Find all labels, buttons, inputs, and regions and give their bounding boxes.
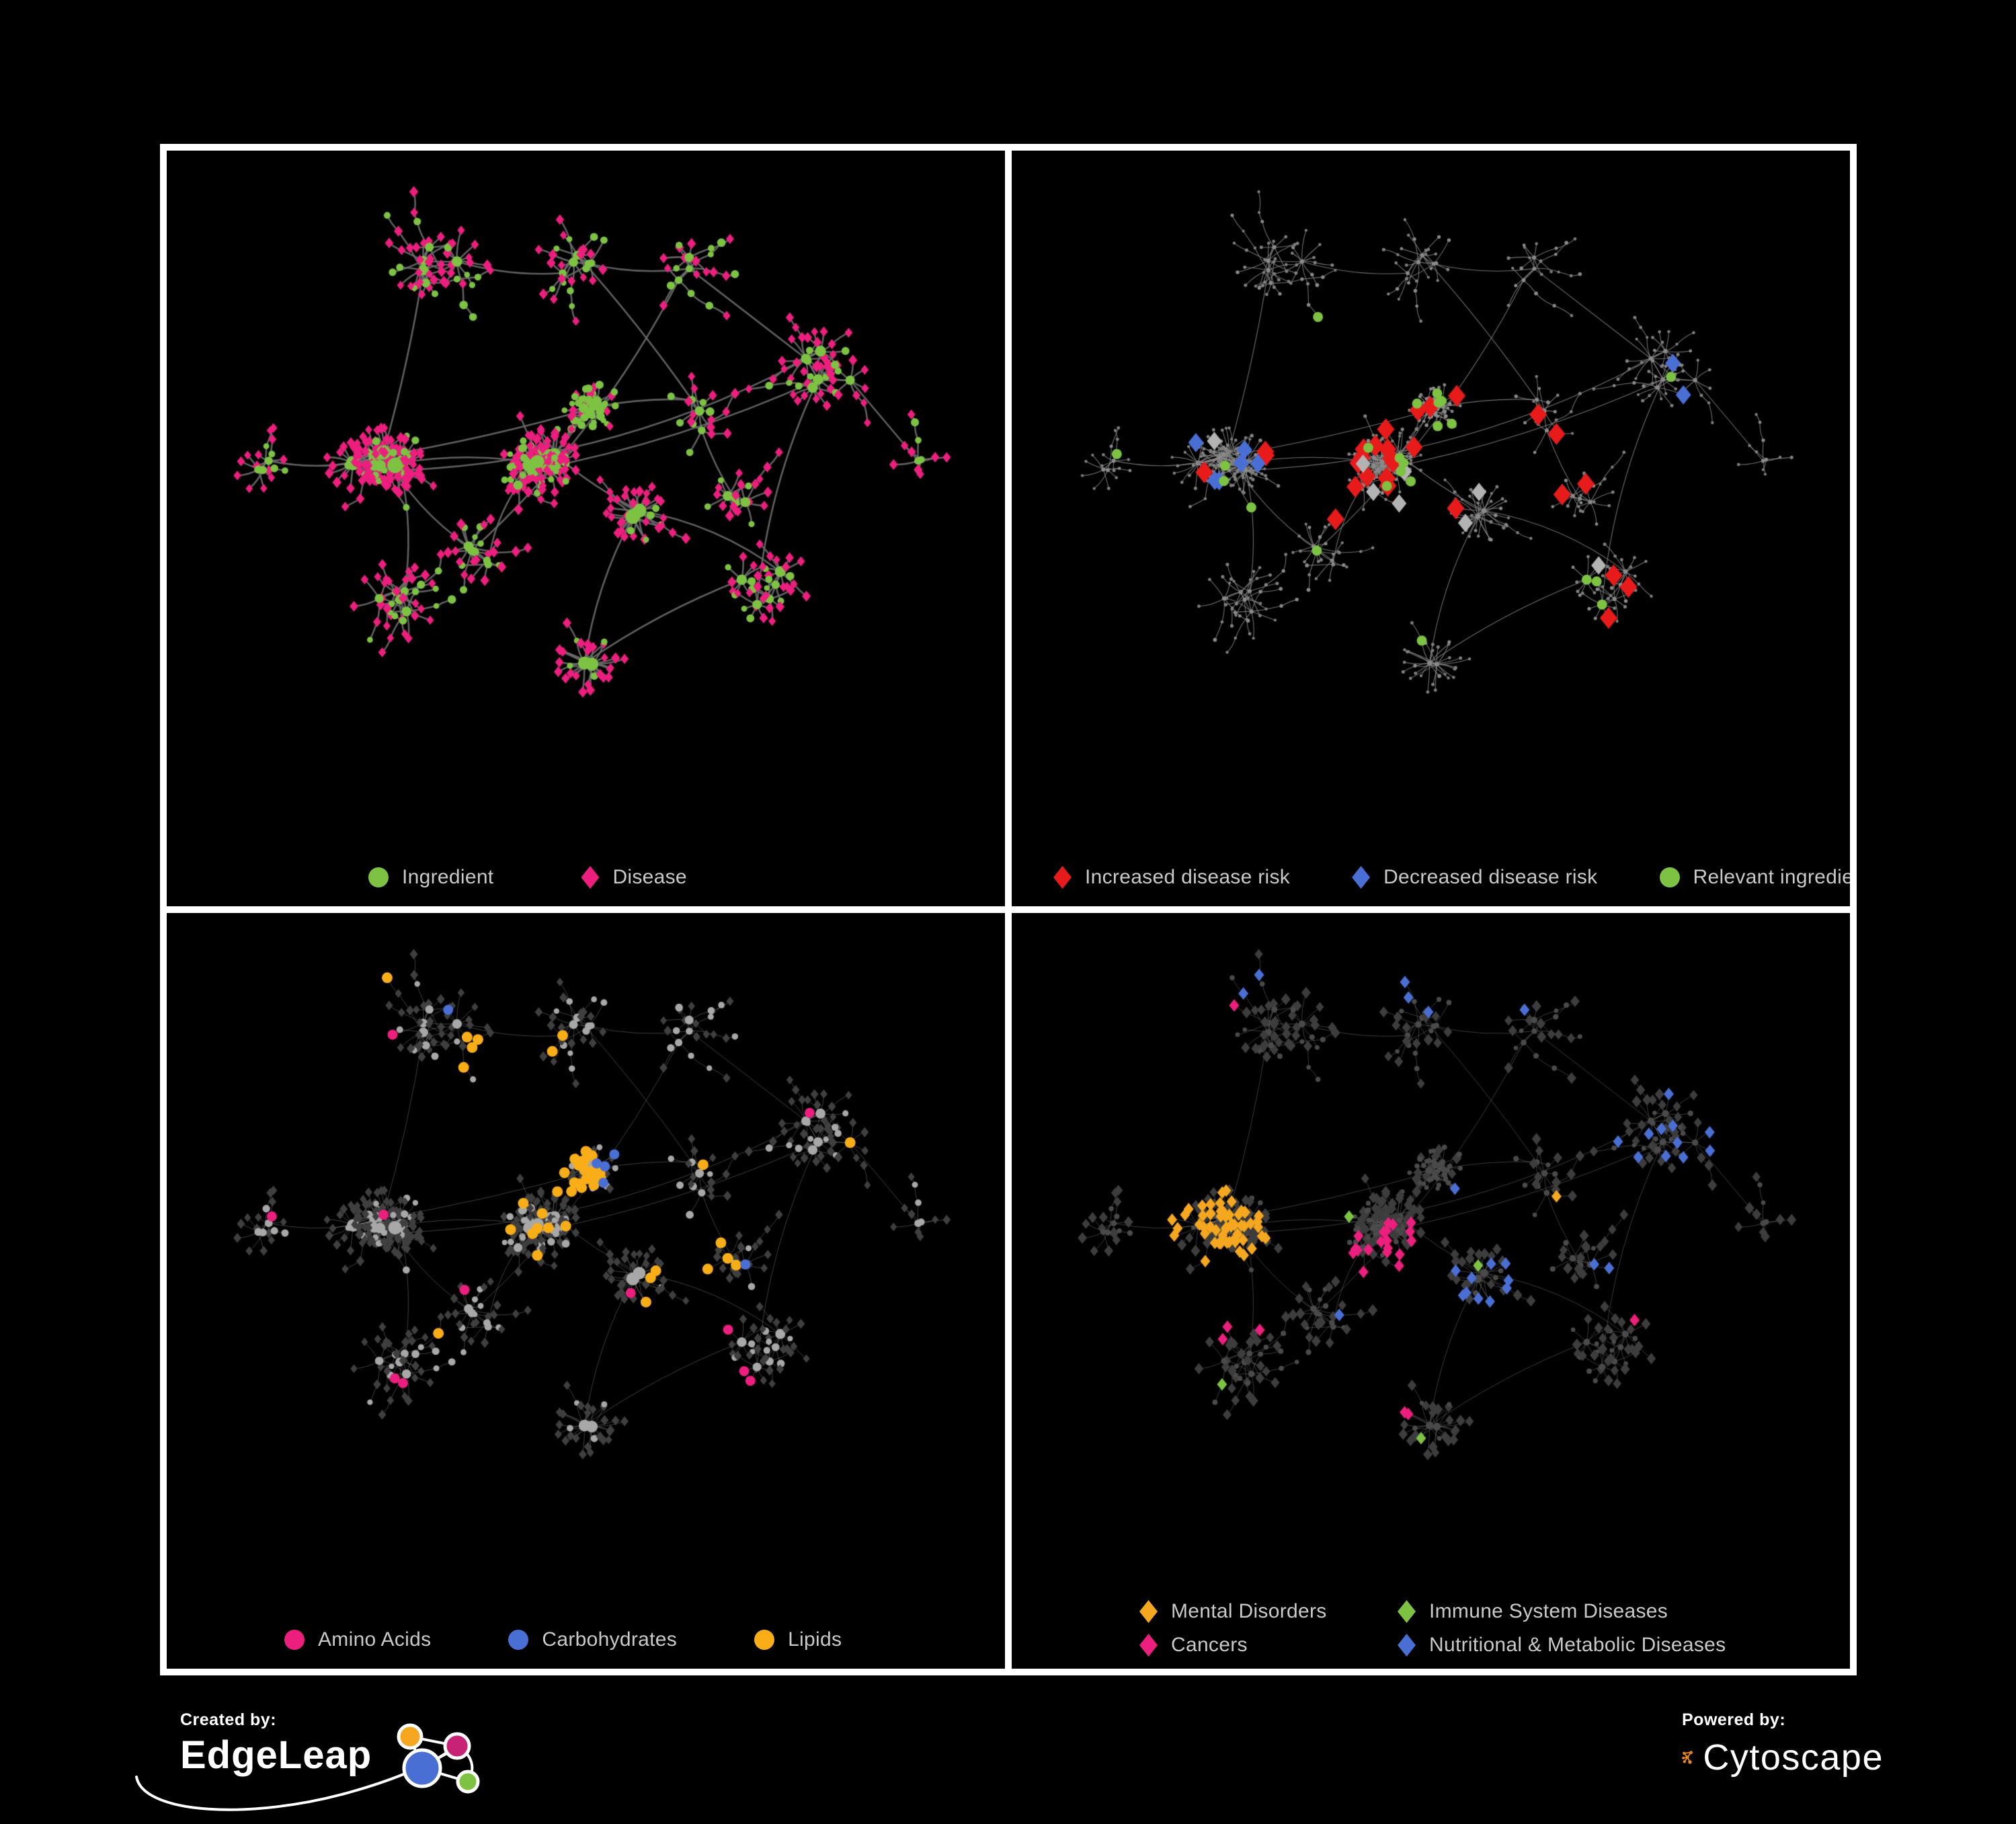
- legend-item: Increased disease risk: [1053, 866, 1290, 889]
- figure-grid: Ingredient Disease Increased disease ris…: [160, 144, 1857, 1675]
- panel-nutrient-classes: Amino Acids Carbohydrates Lipids: [167, 913, 1005, 1669]
- legend-item: Immune System Diseases: [1398, 1600, 1726, 1623]
- panel-ingredient-disease: Ingredient Disease: [167, 151, 1005, 906]
- carbohydrates-swatch-icon: [508, 1630, 529, 1650]
- legend-item: Mental Disorders: [1139, 1600, 1398, 1623]
- legend-label: Immune System Diseases: [1429, 1600, 1668, 1622]
- lipids-swatch-icon: [754, 1630, 775, 1650]
- decreased-risk-swatch-icon: [1352, 866, 1371, 889]
- cancers-swatch-icon: [1139, 1634, 1158, 1657]
- network-graph-disease-risk: [1012, 151, 1850, 906]
- amino-acids-swatch-icon: [284, 1630, 305, 1650]
- legend-item: Ingredient: [368, 866, 493, 889]
- network-graph-ingredient-disease: [167, 151, 1005, 906]
- increased-risk-swatch-icon: [1053, 866, 1072, 889]
- panel-disease-risk: Increased disease risk Decreased disease…: [1012, 151, 1850, 906]
- legend-item: Lipids: [754, 1628, 842, 1651]
- edgeleap-logo-icon: [397, 1723, 480, 1794]
- legend-item: Nutritional & Metabolic Diseases: [1398, 1634, 1726, 1657]
- legend-item: Amino Acids: [284, 1628, 431, 1651]
- powered-by-block: Powered by: Cytoscape: [1682, 1710, 1884, 1791]
- metabolic-diseases-swatch-icon: [1398, 1634, 1416, 1657]
- relevant-ingredient-swatch-icon: [1659, 867, 1680, 887]
- cytoscape-logo-icon: [1682, 1751, 1693, 1764]
- immune-diseases-swatch-icon: [1398, 1600, 1416, 1623]
- edgeleap-wordmark: EdgeLeap: [180, 1733, 372, 1777]
- legend-item: Disease: [581, 866, 687, 889]
- cytoscape-brand-row: Cytoscape: [1682, 1733, 1884, 1782]
- created-by-label: Created by:: [180, 1710, 277, 1729]
- legend-label: Cancers: [1171, 1634, 1248, 1656]
- cytoscape-wordmark: Cytoscape: [1703, 1737, 1884, 1778]
- panel-disease-classes: Mental Disorders Immune System Diseases …: [1012, 913, 1850, 1669]
- legend-label: Amino Acids: [318, 1628, 432, 1651]
- network-graph-nutrient-classes: [167, 913, 1005, 1669]
- legend-item: Decreased disease risk: [1352, 866, 1597, 889]
- legend-disease-risk: Increased disease risk Decreased disease…: [1053, 866, 1850, 889]
- mental-disorders-swatch-icon: [1139, 1600, 1158, 1623]
- legend-item: Relevant ingredient: [1659, 866, 1851, 889]
- legend-label: Mental Disorders: [1171, 1600, 1327, 1622]
- edgeleap-brand-row: EdgeLeap: [135, 1723, 530, 1811]
- legend-label: Carbohydrates: [542, 1628, 678, 1651]
- legend-item: Cancers: [1139, 1634, 1398, 1657]
- legend-item: Carbohydrates: [508, 1628, 677, 1651]
- legend-label: Relevant ingredient: [1693, 866, 1851, 888]
- legend-label: Increased disease risk: [1085, 866, 1291, 888]
- created-by-block: Created by: EdgeLeap: [135, 1710, 530, 1818]
- legend-nutrient-classes: Amino Acids Carbohydrates Lipids: [284, 1628, 842, 1651]
- legend-label: Lipids: [788, 1628, 842, 1651]
- legend-label: Nutritional & Metabolic Diseases: [1429, 1634, 1726, 1656]
- network-graph-disease-classes: [1012, 913, 1850, 1669]
- legend-ingredient-disease: Ingredient Disease: [368, 866, 687, 889]
- legend-label: Ingredient: [402, 866, 494, 888]
- disease-swatch-icon: [581, 866, 600, 889]
- powered-by-label: Powered by:: [1682, 1710, 1786, 1729]
- legend-label: Decreased disease risk: [1383, 866, 1598, 888]
- legend-label: Disease: [612, 866, 687, 888]
- legend-disease-classes: Mental Disorders Immune System Diseases …: [1139, 1600, 1726, 1657]
- ingredient-swatch-icon: [368, 867, 389, 887]
